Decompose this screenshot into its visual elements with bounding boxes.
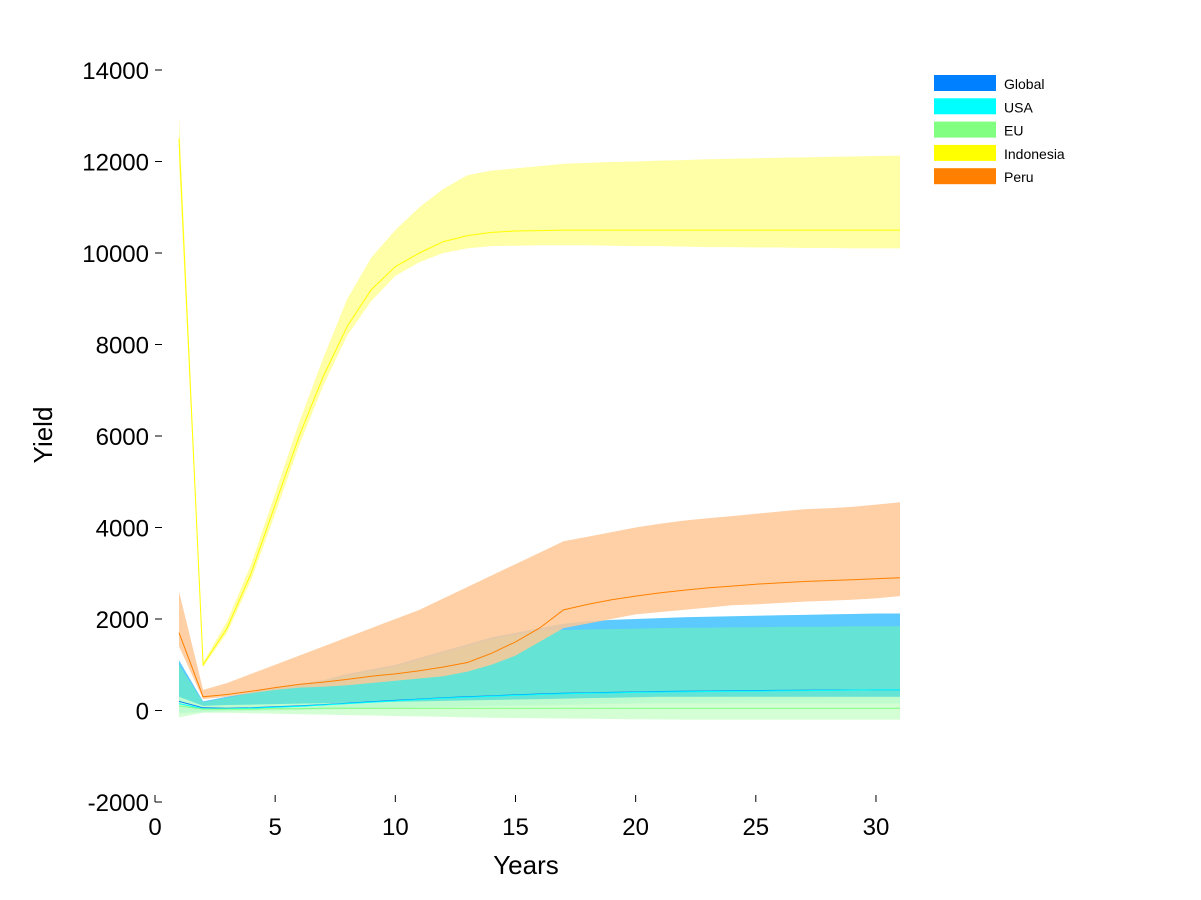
y-tick-label: 8000 bbox=[96, 333, 149, 360]
y-tick-label: 12000 bbox=[82, 150, 149, 177]
y-tick-label: 4000 bbox=[96, 516, 149, 543]
legend-swatch-global bbox=[934, 75, 996, 91]
y-tick-label: 10000 bbox=[82, 241, 149, 268]
legend-swatch-eu bbox=[934, 121, 996, 138]
legend-label-global: Global bbox=[1004, 76, 1044, 92]
confidence-bands bbox=[179, 115, 900, 720]
legend-swatch-peru bbox=[934, 168, 996, 185]
legend-label-eu: EU bbox=[1004, 123, 1023, 139]
legend-label-usa: USA bbox=[1004, 99, 1033, 115]
y-tick-label: 6000 bbox=[96, 424, 149, 451]
x-tick-label: 25 bbox=[742, 814, 769, 841]
legend: Global USA EU Indonesia Peru bbox=[934, 75, 1065, 185]
x-tick-label: 5 bbox=[268, 814, 281, 841]
legend-swatch-usa bbox=[934, 98, 996, 115]
x-tick-label: 20 bbox=[622, 814, 649, 841]
usa-mean-line bbox=[178, 689, 900, 710]
x-tick-label: 15 bbox=[502, 814, 529, 841]
x-axis-title: Years bbox=[493, 850, 559, 880]
peru-band bbox=[179, 502, 900, 700]
y-tick-label: 2000 bbox=[96, 607, 149, 634]
indonesia-mean-line bbox=[178, 138, 900, 667]
y-tick-label: 14000 bbox=[82, 58, 149, 85]
y-tick-label: -2000 bbox=[88, 790, 149, 817]
x-tick-label: 10 bbox=[382, 814, 409, 841]
indonesia-band bbox=[179, 115, 900, 668]
legend-label-indonesia: Indonesia bbox=[1004, 146, 1065, 162]
eu-mean-line bbox=[178, 705, 900, 710]
mean-lines bbox=[178, 138, 901, 710]
x-tick-label: 30 bbox=[863, 814, 890, 841]
legend-swatch-indonesia bbox=[934, 144, 996, 161]
legend-label-peru: Peru bbox=[1004, 169, 1034, 185]
y-axis-title: Yield bbox=[28, 407, 58, 464]
y-tick-label: 0 bbox=[136, 699, 149, 726]
x-tick-label: 0 bbox=[148, 814, 161, 841]
peru-mean-line bbox=[178, 577, 901, 698]
